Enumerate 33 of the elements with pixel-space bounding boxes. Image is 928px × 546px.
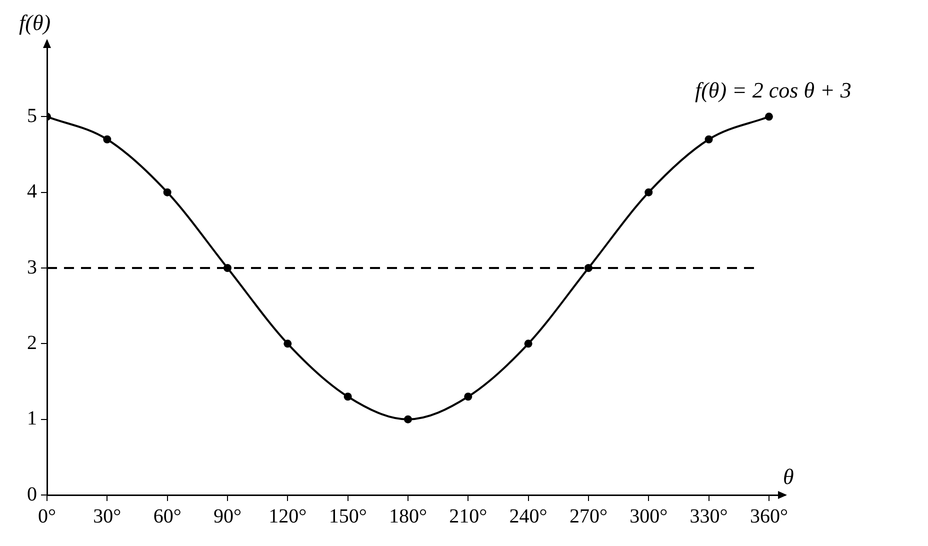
y-tick-label: 4 <box>27 180 37 203</box>
y-axis-title: f(θ) <box>19 10 51 35</box>
point <box>704 135 713 144</box>
point <box>464 392 472 401</box>
x-tick-label: 120° <box>268 505 307 528</box>
x-tick-label: 210° <box>449 505 488 528</box>
y-tick-label: 1 <box>27 408 37 430</box>
point <box>404 415 412 424</box>
x-tick-label: 300° <box>630 505 668 528</box>
x-tick-label: 0° <box>38 505 56 528</box>
annotation: f(θ) = 2 cos θ + 3 <box>694 77 852 102</box>
x-tick-label: 180° <box>388 505 427 528</box>
x-tick-label: 330° <box>690 505 728 528</box>
x-tick-label: 30° <box>93 505 122 528</box>
point <box>644 188 653 196</box>
y-tick-label: 2 <box>27 332 37 354</box>
point <box>284 340 292 348</box>
x-axis-title: θ <box>783 464 794 489</box>
point <box>344 392 352 401</box>
x-tick-label: 240° <box>509 505 548 528</box>
point <box>524 340 532 348</box>
y-tick-label: 3 <box>27 256 37 278</box>
x-tick-label: 60° <box>153 505 182 528</box>
point <box>584 264 592 272</box>
y-tick-label: 5 <box>27 104 37 127</box>
x-tick-label: 360° <box>750 505 788 528</box>
point <box>163 188 172 196</box>
point <box>764 112 773 121</box>
x-tick-label: 150° <box>328 505 367 528</box>
x-tick-label: 270° <box>569 505 608 528</box>
y-tick-label: 0 <box>27 483 37 506</box>
point <box>103 135 112 144</box>
x-tick-label: 90° <box>213 505 242 528</box>
